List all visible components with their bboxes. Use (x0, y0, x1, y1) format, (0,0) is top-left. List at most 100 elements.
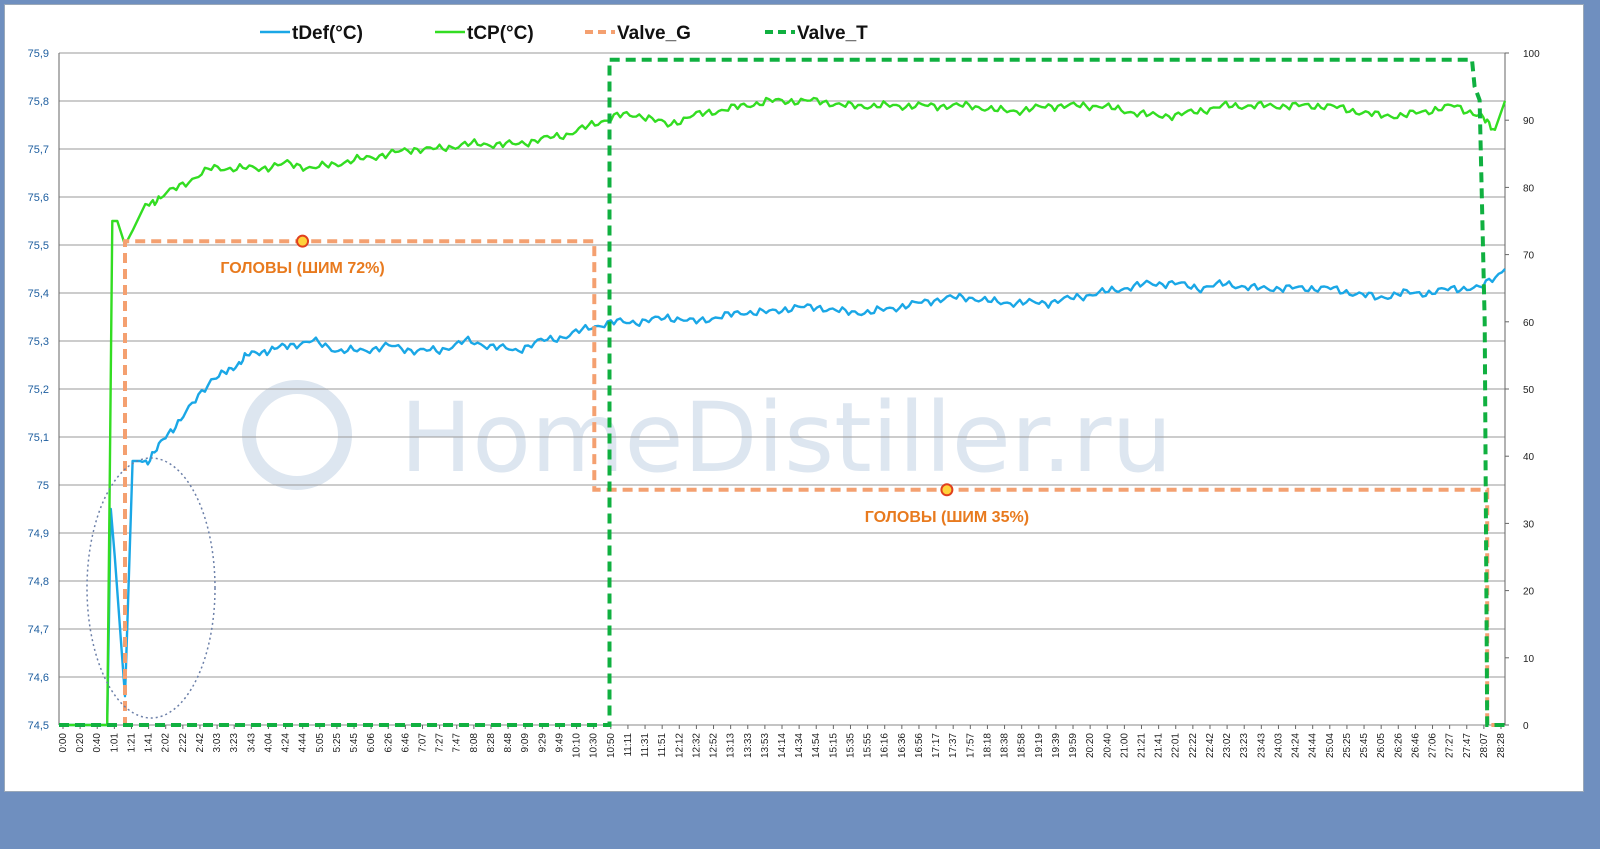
x-tick-label: 12:12 (674, 733, 685, 758)
x-tick-label: 4:24 (281, 733, 292, 753)
x-tick-label: 24:03 (1273, 733, 1284, 758)
x-tick-label: 9:29 (537, 733, 548, 753)
series-line-valve-t (59, 57, 1505, 727)
x-tick-label: 25:45 (1359, 733, 1370, 758)
x-tick-label: 20:20 (1085, 733, 1096, 758)
x-tick-label: 3:03 (212, 733, 223, 753)
x-tick-label: 6:06 (366, 733, 377, 753)
annotation-marker (296, 234, 310, 248)
x-tick-label: 2:22 (178, 733, 189, 753)
x-tick-label: 14:54 (811, 733, 822, 758)
y-left-tick-label: 74,6 (28, 672, 49, 684)
x-tick-label: 3:23 (229, 733, 240, 753)
x-tick-label: 21:41 (1154, 733, 1165, 758)
annotation-marker (940, 483, 954, 497)
y-left-tick-label: 74,9 (28, 528, 49, 540)
annotation-layer: ГОЛОВЫ (ШИМ 72%) ГОЛОВЫ (ШИМ 35%) (86, 234, 1029, 719)
x-tick-label: 14:34 (794, 733, 805, 758)
x-tick-label: 27:06 (1428, 733, 1439, 758)
watermark-logo (242, 380, 352, 490)
watermark-text: HomeDistiller.ru (400, 382, 1172, 494)
y-right-tick-label: 30 (1523, 519, 1535, 530)
legend-label: Valve_G (617, 23, 691, 44)
x-tick-label: 27:47 (1462, 733, 1473, 758)
x-tick-label: 12:32 (691, 733, 702, 758)
x-tick-label: 5:05 (315, 733, 326, 753)
x-tick-label: 24:44 (1308, 733, 1319, 758)
x-tick-label: 1:41 (144, 733, 155, 753)
x-tick-label: 22:22 (1188, 733, 1199, 758)
x-tick-label: 8:48 (503, 733, 514, 753)
y-right-tick-label: 90 (1523, 116, 1535, 127)
x-tick-label: 25:25 (1342, 733, 1353, 758)
x-tick-label: 18:58 (1017, 733, 1028, 758)
legend-label: Valve_T (797, 23, 868, 44)
x-tick-label: 4:04 (263, 733, 274, 753)
chart-svg: HomeDistiller.ru 75,975,875,775,675,575,… (28, 23, 1541, 758)
annotation-label: ГОЛОВЫ (ШИМ 72%) (220, 260, 384, 277)
x-tick-label: 21:21 (1137, 733, 1148, 758)
y-right-tick-label: 50 (1523, 385, 1535, 396)
x-tick-label: 10:50 (606, 733, 617, 758)
chart-frame: HomeDistiller.ru 75,9 75,8 75,7 75,6 75,5 75,… (4, 4, 1584, 792)
x-tick-label: 12:52 (709, 733, 720, 758)
x-tick-label: 26:46 (1410, 733, 1421, 758)
x-tick-label: 24:24 (1291, 733, 1302, 758)
y-right-tick-label: 80 (1523, 183, 1535, 194)
x-tick-label: 25:04 (1325, 733, 1336, 758)
x-tick-label: 6:46 (400, 733, 411, 753)
x-tick-label: 23:02 (1222, 733, 1233, 758)
y-right-tick-label: 100 (1523, 49, 1540, 60)
x-tick-label: 0:00 (58, 733, 69, 753)
x-tick-label: 17:57 (965, 733, 976, 758)
x-tick-label: 4:44 (298, 733, 309, 753)
y-left-tick-label: 75,2 (28, 384, 49, 396)
x-tick-label: 7:47 (452, 733, 463, 753)
y-left-tick-label: 75,3 (28, 336, 49, 348)
y-left-tick-label: 75,5 (28, 240, 49, 252)
x-tick-label: 18:18 (982, 733, 993, 758)
x-tick-label: 10:30 (589, 733, 600, 758)
y-right-tick-label: 20 (1523, 587, 1535, 598)
x-tick-label: 13:33 (743, 733, 754, 758)
y-right-tick-label: 10 (1523, 654, 1535, 665)
grid-layer (59, 52, 1505, 726)
x-tick-label: 16:36 (897, 733, 908, 758)
x-tick-label: 0:40 (92, 733, 103, 753)
y-left-tick-label: 75,8 (28, 96, 49, 108)
y-left-tick-label: 74,7 (28, 624, 49, 636)
x-tick-label: 13:53 (760, 733, 771, 758)
x-tick-label: 18:38 (1000, 733, 1011, 758)
x-tick-label: 3:43 (246, 733, 257, 753)
y-left-tick-label: 75,4 (28, 288, 49, 300)
x-tick-label: 1:01 (109, 733, 120, 753)
x-tick-label: 27:27 (1445, 733, 1456, 758)
x-tick-label: 16:16 (880, 733, 891, 758)
x-tick-label: 17:17 (931, 733, 942, 758)
x-tick-label: 5:25 (332, 733, 343, 753)
x-tick-label: 22:01 (1171, 733, 1182, 758)
x-tick-label: 19:39 (1051, 733, 1062, 758)
x-tick-label: 7:27 (435, 733, 446, 753)
x-tick-label: 0:20 (75, 733, 86, 753)
y-left-tick-label: 74,5 (28, 720, 49, 732)
x-tick-label: 13:13 (726, 733, 737, 758)
y-left-tick-label: 75,7 (28, 144, 49, 156)
x-tick-label: 2:02 (161, 733, 172, 753)
x-tick-label: 6:26 (383, 733, 394, 753)
y-right-tick-label: 0 (1523, 721, 1529, 732)
legend-label: tDef(°C) (292, 23, 363, 44)
x-tick-label: 8:28 (486, 733, 497, 753)
x-tick-label: 11:11 (623, 733, 634, 757)
legend-label: tCP(°C) (467, 23, 534, 44)
x-tick-label: 16:56 (914, 733, 925, 758)
x-tick-label: 14:14 (777, 733, 788, 758)
x-tick-label: 23:23 (1239, 733, 1250, 758)
y-left-tick-label: 75 (37, 480, 49, 492)
y-left-tick-label: 75,6 (28, 192, 49, 204)
x-tick-label: 21:00 (1119, 733, 1130, 758)
x-tick-label: 1:21 (126, 733, 137, 753)
highlight-ellipse (86, 457, 216, 719)
x-tick-label: 23:43 (1256, 733, 1267, 758)
series-layer (59, 57, 1507, 727)
